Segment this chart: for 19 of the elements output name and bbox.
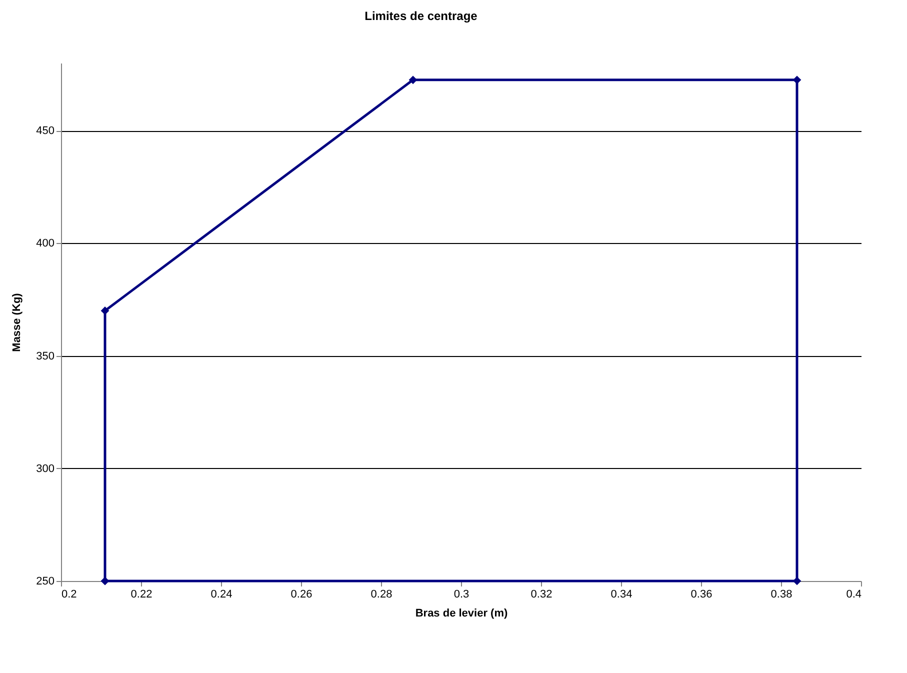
chart-title: Limites de centrage <box>364 9 478 23</box>
x-tick-label: 0.3 <box>454 588 470 600</box>
x-tick-label: 0.26 <box>290 588 312 600</box>
y-tick-label: 300 <box>36 462 54 475</box>
y-tick-label: 350 <box>36 350 54 362</box>
x-tick-label: 0.28 <box>370 588 392 600</box>
x-tick-label: 0.22 <box>130 588 152 600</box>
y-tick-label: 450 <box>36 125 54 138</box>
x-tick-label: 0.32 <box>530 588 552 600</box>
x-tick-label: 0.38 <box>770 588 792 600</box>
x-tick-label: 0.24 <box>210 588 232 600</box>
x-axis-title: Bras de levier (m) <box>415 608 508 620</box>
y-tick-label: 250 <box>36 576 54 588</box>
x-tick-label: 0.34 <box>610 588 632 600</box>
x-tick-label: 0.2 <box>62 588 77 600</box>
x-tick-label: 0.36 <box>690 588 712 600</box>
x-tick-label: 0.4 <box>846 588 862 600</box>
y-tick-label: 400 <box>36 238 54 250</box>
y-axis-title: Masse (Kg) <box>11 292 24 352</box>
